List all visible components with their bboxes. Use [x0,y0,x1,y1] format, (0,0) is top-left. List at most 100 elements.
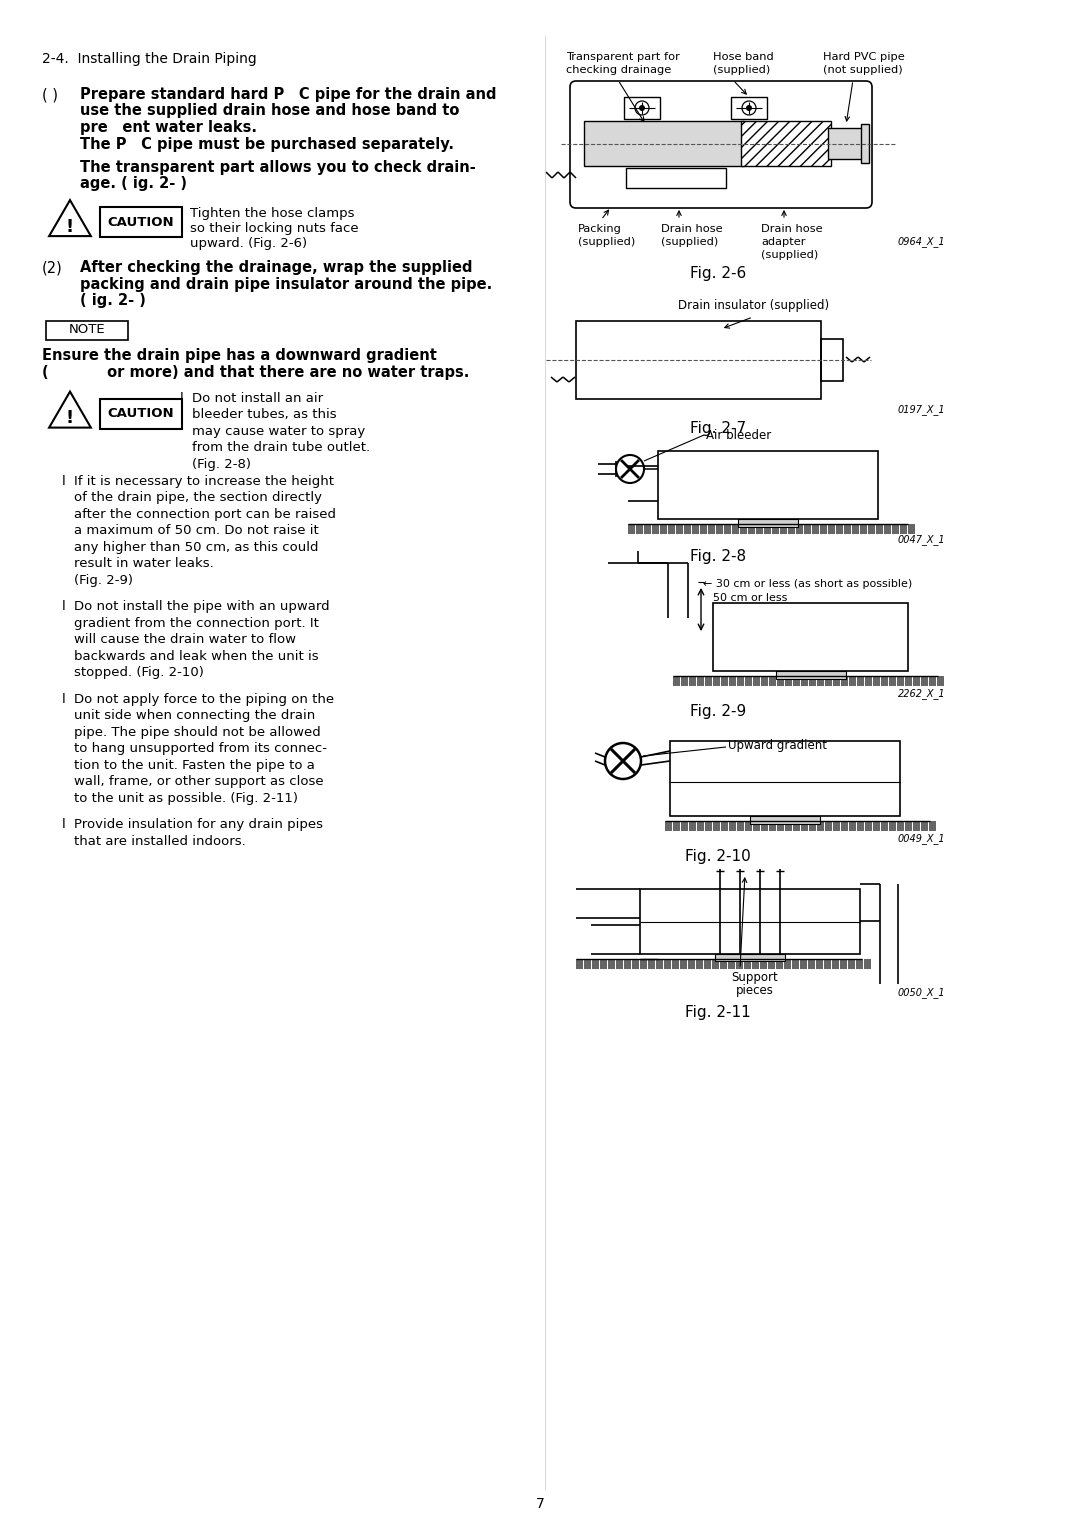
Text: a maximum of 50 cm. Do not raise it: a maximum of 50 cm. Do not raise it [75,525,319,537]
Text: l: l [62,474,66,488]
Bar [752,959,759,968]
Bar [684,525,691,534]
Bar [750,816,820,824]
Bar [724,525,731,534]
Bar [681,676,688,686]
Bar [809,820,816,831]
Bar [737,820,744,831]
Text: 0050_X_1: 0050_X_1 [897,987,946,997]
Text: Upward gradient: Upward gradient [728,740,827,752]
Bar [921,676,928,686]
Bar [777,959,783,968]
Bar [858,820,864,831]
Bar [885,525,891,534]
Text: Fig. 2-7: Fig. 2-7 [690,421,746,436]
Bar [636,525,643,534]
Bar [680,959,687,968]
Bar [816,676,824,686]
Text: (not supplied): (not supplied) [823,66,903,75]
Bar [713,602,908,671]
Bar [756,525,762,534]
Bar [836,525,843,534]
Bar [775,671,846,679]
Text: ← 30 cm or less (as short as possible): ← 30 cm or less (as short as possible) [703,580,913,589]
Text: CAUTION: CAUTION [108,215,174,229]
Bar [689,820,696,831]
Bar [761,676,768,686]
Bar [738,518,798,528]
Text: 0964_X_1: 0964_X_1 [897,236,946,247]
Text: Ensure the drain pipe has a downward gradient: Ensure the drain pipe has a downward gra… [42,348,437,363]
Bar [761,820,768,831]
Text: may cause water to spray: may cause water to spray [192,424,365,438]
Text: (supplied): (supplied) [578,236,635,247]
Bar [889,676,896,686]
Text: packing and drain pipe insulator around the pipe.: packing and drain pipe insulator around … [80,276,492,291]
Bar [832,959,839,968]
Text: Fig. 2-9: Fig. 2-9 [690,705,746,718]
Bar [825,820,832,831]
Bar [785,820,792,831]
Text: Provide insulation for any drain pipes: Provide insulation for any drain pipes [75,817,323,831]
Text: bleeder tubes, as this: bleeder tubes, as this [192,409,337,421]
Bar [753,820,760,831]
Text: pipe. The pipe should not be allowed: pipe. The pipe should not be allowed [75,726,321,738]
Bar [881,676,888,686]
Bar [700,525,707,534]
Bar [652,525,659,534]
Text: (supplied): (supplied) [761,250,819,259]
Text: 0049_X_1: 0049_X_1 [897,833,946,843]
Bar [720,959,727,968]
Bar [792,959,799,968]
Text: (    or more) and that there are no water traps.: ( or more) and that there are no water t… [42,364,470,380]
Text: Prepare standard hard P C pipe for the drain and: Prepare standard hard P C pipe for the d… [80,87,497,102]
Bar [788,525,795,534]
Bar [676,525,683,534]
Bar [741,120,831,166]
Bar [828,128,868,159]
Bar [656,959,663,968]
Text: tion to the unit. Fasten the pipe to a: tion to the unit. Fasten the pipe to a [75,758,315,772]
Bar [728,959,735,968]
Bar [812,525,819,534]
Bar [713,820,720,831]
Text: (Fig. 2-9): (Fig. 2-9) [75,573,133,587]
Text: Fig. 2-8: Fig. 2-8 [690,549,746,564]
Bar [632,959,639,968]
Bar [777,820,784,831]
Text: CAUTION: CAUTION [108,407,174,419]
Bar [716,525,723,534]
Text: (Fig. 2-8): (Fig. 2-8) [192,458,251,471]
Text: Fig. 2-6: Fig. 2-6 [690,265,746,281]
Bar [737,676,744,686]
Bar [616,959,623,968]
Text: pieces: pieces [737,984,774,997]
Bar [704,959,711,968]
Bar [705,676,712,686]
Bar [624,98,660,119]
Bar [697,820,704,831]
Bar [849,676,856,686]
Bar [640,959,647,968]
Bar [46,322,129,340]
Bar [731,98,767,119]
Bar [841,820,848,831]
Text: Transparent part for: Transparent part for [566,52,680,63]
Bar [929,820,936,831]
Bar [644,525,651,534]
Text: Drain hose: Drain hose [761,224,823,233]
Bar [785,676,792,686]
Bar [669,525,675,534]
Bar [929,676,936,686]
Bar [864,959,870,968]
Bar [913,820,920,831]
Bar [697,676,704,686]
Bar [648,959,654,968]
Text: !: ! [66,218,75,235]
Text: After checking the drainage, wrap the supplied: After checking the drainage, wrap the su… [80,261,473,274]
Bar [670,741,900,816]
Bar [908,525,915,534]
Bar [892,525,899,534]
Text: Hose band: Hose band [713,52,773,63]
Text: will cause the drain water to flow: will cause the drain water to flow [75,633,296,647]
